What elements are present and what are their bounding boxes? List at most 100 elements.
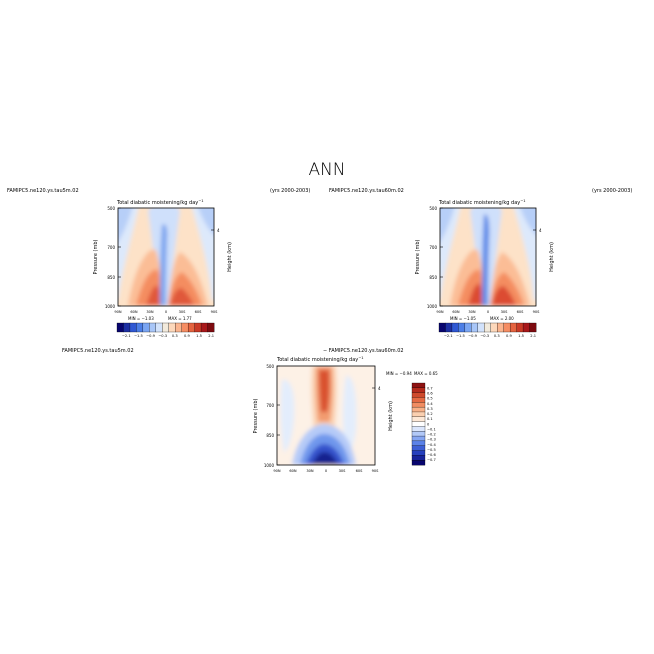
x-tick-60S: 60S: [356, 469, 364, 473]
x-tick-60N: 60N: [289, 469, 297, 473]
colorbar-tick-label: 0.4: [427, 402, 433, 406]
x-tick-60N: 60N: [452, 310, 460, 314]
y-tick-700: 700: [429, 245, 437, 250]
height-tick-4: 4: [378, 386, 381, 391]
colorbar-swatch: [411, 402, 426, 408]
colorbar-swatch: [142, 322, 150, 333]
colorbar-swatch: [445, 322, 453, 333]
colorbar-swatch: [411, 455, 426, 461]
colorbar-swatch: [484, 322, 492, 333]
y-tick-500: 500: [107, 206, 115, 211]
x-tick-60N: 60N: [130, 310, 138, 314]
contour-south-pole-moderate: [198, 208, 214, 235]
colorbar-tick-label: 0: [427, 422, 430, 426]
heatmap-field-diff: [277, 366, 375, 465]
colorbar-left-labels: −2.1 −1.5 −0.9 −0.3 0.3 0.9 1.5 2.1: [122, 334, 214, 338]
contour-north-pole-moderate: [440, 208, 455, 242]
contour-equatorial-dry: [482, 214, 490, 306]
colorbar-tick-label: −0.9: [468, 334, 477, 338]
x-tick-90S: 90S: [372, 469, 380, 473]
colorbar-swatch: [411, 440, 426, 447]
colorbar-swatch: [207, 322, 215, 333]
contour-south-max-moist: [492, 286, 516, 306]
plot-title-text: Total diabatic moistening/kg day: [438, 200, 520, 206]
colorbar-swatch: [458, 322, 466, 333]
colorbar-swatch: [477, 322, 485, 333]
y-tick-1000: 1000: [264, 463, 275, 468]
colorbar-swatch: [411, 445, 426, 451]
y-axis-label-left: Pressure (mb): [415, 240, 421, 275]
y-tick-850: 850: [266, 433, 274, 438]
colorbar-tick-label: 0.3: [494, 334, 500, 338]
y-axis-label-right: Height (km): [227, 242, 233, 272]
colorbar-swatch: [464, 322, 472, 333]
colorbar-swatch: [187, 322, 195, 333]
colorbar-tick-label: −2.1: [444, 334, 453, 338]
max-label-left: MAX = 1.77: [168, 316, 192, 321]
colorbar-swatch: [411, 382, 426, 389]
contour-south-max-moist: [170, 288, 194, 306]
plot-frame-diff: [276, 365, 376, 466]
colorbar-tick-label: −0.1: [427, 427, 436, 431]
x-tick-90N: 90N: [114, 310, 122, 314]
contour-lower-dry-max: [312, 452, 338, 465]
colorbar-tick-label: −2.1: [122, 334, 131, 338]
y-tick-1000: 1000: [105, 304, 116, 309]
y-tick-850: 850: [107, 275, 115, 280]
contour-north-weak-dry: [280, 379, 295, 452]
colorbar-swatch: [503, 322, 511, 333]
colorbar-tick-label: 2.1: [530, 334, 536, 338]
colorbar-swatch: [497, 322, 505, 333]
plot-title-sup: −1: [198, 199, 203, 203]
colorbar-swatch: [411, 426, 426, 432]
colorbar-swatch: [136, 322, 144, 333]
colorbar-swatch: [411, 387, 426, 393]
x-tick-0: 0: [325, 469, 328, 473]
colorbar-swatch: [411, 421, 426, 427]
contour-south-pole-weak: [192, 208, 214, 300]
x-tick-30N: 30N: [468, 310, 476, 314]
x-tick-60S: 60S: [195, 310, 203, 314]
colorbar-tick-label: 0.1: [427, 417, 433, 421]
colorbar-right-labels: −2.1 −1.5 −0.9 −0.3 0.3 0.9 1.5 2.1: [444, 334, 536, 338]
x-tick-0: 0: [487, 310, 490, 314]
plot-title-right: Total diabatic moistening/kg day−1: [438, 199, 526, 206]
heatmap-field-right: [440, 208, 536, 306]
x-tick-30S: 30S: [501, 310, 509, 314]
colorbar-swatch: [411, 392, 426, 398]
colorbar-swatch: [516, 322, 524, 333]
case-label-left: FAMIPC5.ne120.ys.tau5m.02: [7, 188, 79, 194]
colorbar-swatch: [181, 322, 189, 333]
colorbar-tick-label: −0.4: [427, 443, 436, 447]
colorbar-tick-label: 0.6: [427, 392, 433, 396]
colorbar-tick-label: 0.3: [427, 407, 433, 411]
case-label-right: FAMIPC5.ne120.ys.tau60m.02: [329, 188, 404, 194]
x-tick-60S: 60S: [517, 310, 525, 314]
case-label-diff-left: FAMIPC5.ne120.ys.tau5m.02: [62, 348, 134, 354]
colorbar-swatch: [175, 322, 183, 333]
y-axis-label-left: Pressure (mb): [253, 399, 259, 434]
colorbar-swatch: [168, 322, 176, 333]
colorbar-tick-label: 0.2: [427, 412, 433, 416]
years-label-left: (yrs 2000-2003): [270, 188, 310, 194]
y-axis-label-right: Height (km): [549, 242, 555, 272]
y-axis-right: [440, 207, 536, 307]
colorbar-tick-label: −0.3: [480, 334, 489, 338]
plot-title-sup: −1: [520, 199, 525, 203]
colorbar-swatch: [129, 322, 137, 333]
x-tick-30N: 30N: [146, 310, 154, 314]
plot-frame-right: [439, 207, 537, 307]
min-label-left: MIN = −1.03: [128, 316, 154, 321]
x-tick-30S: 30S: [339, 469, 347, 473]
y-tick-700: 700: [107, 245, 115, 250]
panel-difference: FAMIPC5.ne120.ys.tau5m.02 − FAMIPC5.ne12…: [62, 348, 438, 473]
height-tick-4: 4: [217, 228, 220, 233]
x-tick-0: 0: [165, 310, 168, 314]
min-label-diff: MIN = −0.94: [386, 371, 412, 376]
contour-south-weak-dry: [343, 375, 357, 456]
colorbar-left: [116, 322, 215, 333]
colorbar-swatch: [438, 322, 446, 333]
colorbar-tick-label: −0.5: [427, 448, 436, 452]
colorbar-right: [438, 322, 537, 333]
